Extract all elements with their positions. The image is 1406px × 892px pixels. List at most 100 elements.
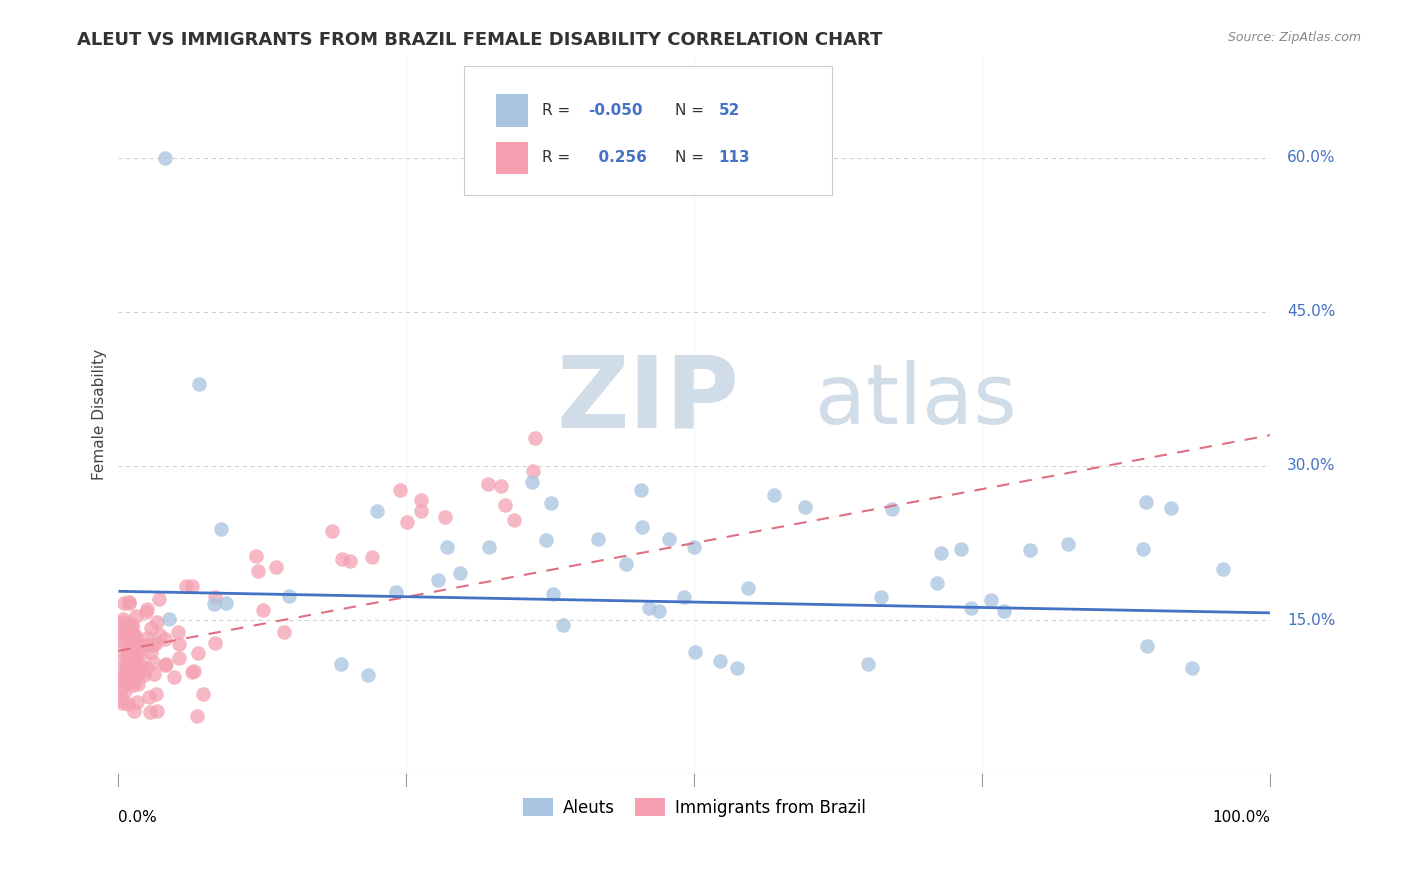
- Text: 0.0%: 0.0%: [118, 810, 157, 825]
- Point: [385, 585, 408, 599]
- Point: [110, 667, 132, 681]
- Point: [737, 581, 759, 595]
- Point: [360, 550, 382, 565]
- Text: 113: 113: [718, 151, 749, 165]
- Point: [1181, 661, 1204, 675]
- Point: [523, 431, 546, 445]
- Point: [193, 687, 215, 701]
- Point: [630, 483, 652, 497]
- Point: [174, 579, 197, 593]
- Point: [980, 592, 1002, 607]
- Point: [122, 629, 145, 643]
- Point: [112, 634, 135, 648]
- Point: [586, 532, 609, 546]
- Point: [489, 479, 512, 493]
- Point: [112, 596, 135, 610]
- Point: [1056, 537, 1078, 551]
- Point: [870, 590, 893, 604]
- Point: [111, 615, 134, 630]
- Point: [121, 619, 143, 633]
- Point: [125, 609, 148, 624]
- Point: [252, 603, 274, 617]
- Point: [117, 648, 139, 663]
- Point: [127, 634, 149, 648]
- Point: [139, 706, 162, 720]
- Point: [672, 590, 695, 604]
- Point: [502, 513, 524, 527]
- Point: [117, 633, 139, 648]
- Text: 60.0%: 60.0%: [1286, 151, 1336, 165]
- Point: [117, 625, 139, 640]
- Point: [115, 658, 138, 673]
- Legend: Aleuts, Immigrants from Brazil: Aleuts, Immigrants from Brazil: [516, 792, 872, 823]
- Point: [614, 557, 637, 571]
- Text: 0.256: 0.256: [588, 151, 647, 165]
- Point: [763, 488, 786, 502]
- Point: [108, 622, 131, 636]
- FancyBboxPatch shape: [464, 66, 832, 195]
- Point: [157, 612, 180, 626]
- Point: [534, 533, 557, 547]
- Text: -0.050: -0.050: [588, 103, 643, 118]
- Point: [111, 693, 134, 707]
- Point: [993, 604, 1015, 618]
- Point: [409, 493, 432, 508]
- Text: ALEUT VS IMMIGRANTS FROM BRAZIL FEMALE DISABILITY CORRELATION CHART: ALEUT VS IMMIGRANTS FROM BRAZIL FEMALE D…: [77, 31, 883, 49]
- Bar: [496, 95, 529, 127]
- Point: [181, 665, 204, 679]
- Point: [114, 670, 136, 684]
- Text: N =: N =: [675, 151, 709, 165]
- Point: [148, 591, 170, 606]
- Point: [127, 695, 149, 709]
- Point: [125, 655, 148, 669]
- Point: [169, 651, 191, 665]
- Point: [277, 589, 299, 603]
- Text: N =: N =: [675, 103, 709, 118]
- Point: [520, 475, 543, 490]
- Point: [1132, 542, 1154, 557]
- Point: [264, 559, 287, 574]
- Point: [541, 587, 564, 601]
- Point: [124, 640, 146, 654]
- Point: [122, 629, 145, 643]
- Point: [117, 697, 139, 711]
- Point: [215, 596, 238, 610]
- Point: [246, 564, 269, 578]
- Point: [145, 636, 167, 650]
- Point: [204, 590, 226, 604]
- Point: [925, 576, 948, 591]
- Point: [449, 566, 471, 580]
- Point: [186, 709, 208, 723]
- Point: [187, 646, 209, 660]
- Point: [110, 655, 132, 669]
- Point: [1019, 542, 1042, 557]
- Point: [202, 597, 225, 611]
- Point: [709, 654, 731, 668]
- Point: [433, 509, 456, 524]
- Point: [124, 644, 146, 658]
- Point: [1212, 562, 1234, 576]
- Point: [120, 632, 142, 646]
- Point: [960, 601, 983, 615]
- Point: [683, 541, 706, 555]
- Point: [153, 151, 176, 165]
- Point: [111, 612, 134, 626]
- Text: atlas: atlas: [815, 359, 1017, 441]
- Point: [135, 661, 157, 675]
- Point: [139, 622, 162, 636]
- Point: [138, 690, 160, 705]
- Point: [108, 628, 131, 642]
- Point: [245, 549, 267, 563]
- Point: [332, 551, 354, 566]
- Point: [135, 631, 157, 645]
- Bar: [496, 142, 529, 174]
- Point: [131, 659, 153, 673]
- Point: [142, 655, 165, 669]
- Text: R =: R =: [543, 103, 575, 118]
- Point: [522, 464, 544, 478]
- Point: [153, 657, 176, 672]
- Point: [118, 616, 141, 631]
- Point: [135, 605, 157, 619]
- Point: [477, 476, 499, 491]
- Point: [725, 661, 748, 675]
